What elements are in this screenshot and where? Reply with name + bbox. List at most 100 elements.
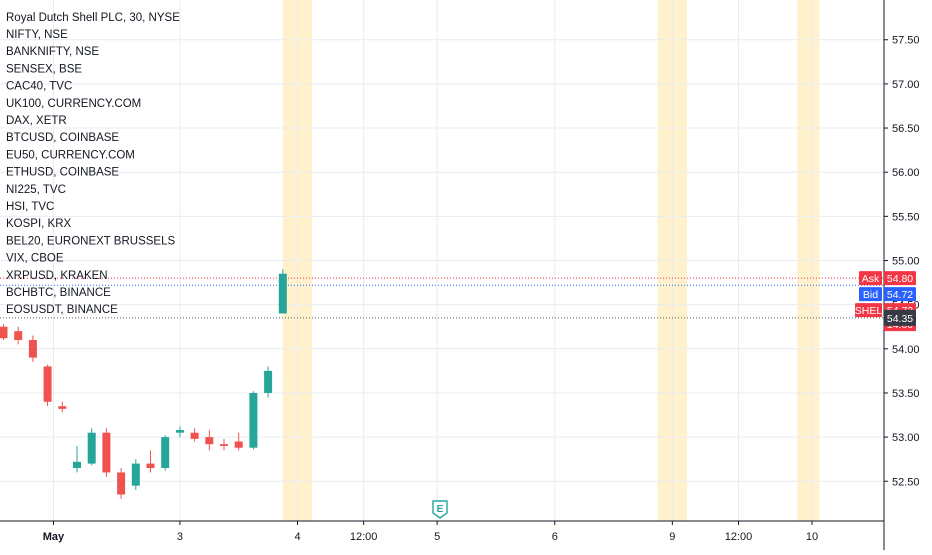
y-tick-label: 57.50: [892, 35, 920, 47]
candle[interactable]: [249, 391, 258, 450]
x-tick-label: 6: [552, 531, 558, 543]
candle[interactable]: [190, 428, 199, 442]
candle-body: [264, 370, 273, 393]
bid-price-tag: [884, 287, 916, 302]
x-tick-label: 12:00: [725, 531, 753, 543]
x-tick-label: 4: [294, 531, 300, 543]
ask-label: Ask: [862, 273, 880, 285]
candle-body: [14, 331, 23, 340]
candle[interactable]: [0, 324, 8, 340]
candle-body: [220, 444, 228, 446]
earnings-letter: E: [437, 504, 444, 515]
candle[interactable]: [58, 401, 67, 413]
y-tick-label: 56.50: [892, 123, 920, 135]
candle-body: [87, 432, 96, 464]
symbol-label: SHEL: [855, 305, 883, 317]
candle-body: [102, 432, 111, 473]
legend-symbol[interactable]: EU50, CURRENCY.COM: [6, 149, 135, 161]
candles[interactable]: [0, 269, 287, 499]
y-tick-label: 55.00: [892, 256, 920, 268]
candle[interactable]: [43, 364, 52, 407]
x-tick-label: May: [43, 531, 65, 543]
candle[interactable]: [73, 445, 81, 473]
legend-symbol[interactable]: BCHBTC, BINANCE: [6, 287, 111, 299]
candle[interactable]: [87, 428, 96, 466]
legend-symbol[interactable]: CAC40, TVC: [6, 81, 72, 93]
price-grid: [0, 0, 884, 521]
earnings-icon[interactable]: [432, 500, 448, 519]
candle[interactable]: [264, 366, 273, 398]
legend-symbol[interactable]: KOSPI, KRX: [6, 218, 72, 230]
legend-symbol[interactable]: EOSUSDT, BINANCE: [6, 304, 118, 316]
legend-symbol[interactable]: DAX, XETR: [6, 115, 67, 127]
candle[interactable]: [161, 435, 170, 471]
ask-price-tag: [884, 271, 916, 286]
candle-body: [0, 326, 8, 339]
candle[interactable]: [28, 335, 37, 363]
level-price-tag: [884, 309, 916, 326]
bid-label: Bid: [863, 289, 878, 301]
candle[interactable]: [117, 468, 126, 499]
candle-body: [161, 437, 170, 469]
legend[interactable]: Royal Dutch Shell PLC, 30, NYSE NIFTY, N…: [6, 12, 180, 316]
y-tick-label: 56.00: [892, 167, 920, 179]
candle[interactable]: [102, 428, 111, 477]
candle-body: [205, 437, 214, 445]
bid-price: 54.72: [887, 289, 913, 301]
price-level-lines: [0, 277, 884, 319]
candle[interactable]: [131, 459, 140, 491]
symbol-label-tag: [855, 303, 882, 318]
x-tick-label: 12:00: [350, 531, 378, 543]
legend-symbol[interactable]: VIX, CBOE: [6, 253, 64, 265]
bid-label-tag: [859, 287, 882, 302]
y-tick-label: 53.50: [892, 388, 920, 400]
legend-symbol[interactable]: BANKNIFTY, NSE: [6, 46, 99, 58]
candle-body: [131, 463, 140, 486]
legend-symbol[interactable]: HSI, TVC: [6, 201, 54, 213]
legend-symbol[interactable]: BEL20, EURONEXT BRUSSELS: [6, 235, 175, 247]
candle-body: [249, 392, 258, 448]
x-tick-label: 5: [434, 531, 440, 543]
candle-body: [146, 463, 155, 469]
x-tick-label: 3: [177, 531, 183, 543]
candle-body: [73, 461, 81, 469]
candle[interactable]: [220, 438, 228, 451]
candle[interactable]: [146, 450, 155, 473]
candle-body: [43, 366, 52, 402]
x-tick-label: 9: [669, 531, 675, 543]
y-tick-label: 57.00: [892, 79, 920, 91]
legend-symbol[interactable]: BTCUSD, COINBASE: [6, 132, 119, 144]
earnings-marker[interactable]: E: [432, 500, 448, 519]
ask-label-tag: [859, 271, 882, 286]
legend-symbol[interactable]: NIFTY, NSE: [6, 29, 68, 41]
candle-body: [234, 441, 243, 448]
legend-symbol[interactable]: ETHUSD, COINBASE: [6, 167, 119, 179]
candle-body: [278, 273, 287, 314]
legend-symbol[interactable]: UK100, CURRENCY.COM: [6, 98, 141, 110]
candle-body: [58, 406, 67, 409]
y-tick-label: 55.50: [892, 211, 920, 223]
chart-title[interactable]: Royal Dutch Shell PLC, 30, NYSE: [6, 12, 180, 24]
candle-body: [175, 430, 184, 433]
legend-symbol[interactable]: XRPUSD, KRAKEN: [6, 270, 108, 282]
price-axis[interactable]: 57.5057.0056.5056.0055.5055.0054.5054.00…: [884, 35, 920, 489]
time-axis[interactable]: May 3 4 12:00 5 6 9 12:00 10: [43, 521, 818, 543]
candle[interactable]: [175, 426, 184, 438]
candle[interactable]: [205, 430, 214, 451]
y-tick-label: 54.00: [892, 344, 920, 356]
legend-symbol[interactable]: SENSEX, BSE: [6, 63, 82, 75]
candle[interactable]: [234, 432, 243, 451]
candle-body: [28, 339, 37, 358]
legend-symbol[interactable]: NI225, TVC: [6, 184, 66, 196]
y-tick-label: 52.50: [892, 476, 920, 488]
candle-body: [117, 472, 126, 495]
candle[interactable]: [14, 326, 23, 345]
candle-body: [190, 432, 199, 439]
ask-price: 54.80: [887, 273, 913, 285]
candle[interactable]: [278, 269, 287, 314]
x-tick-label: 10: [806, 531, 818, 543]
level-price: 54.35: [887, 313, 913, 325]
